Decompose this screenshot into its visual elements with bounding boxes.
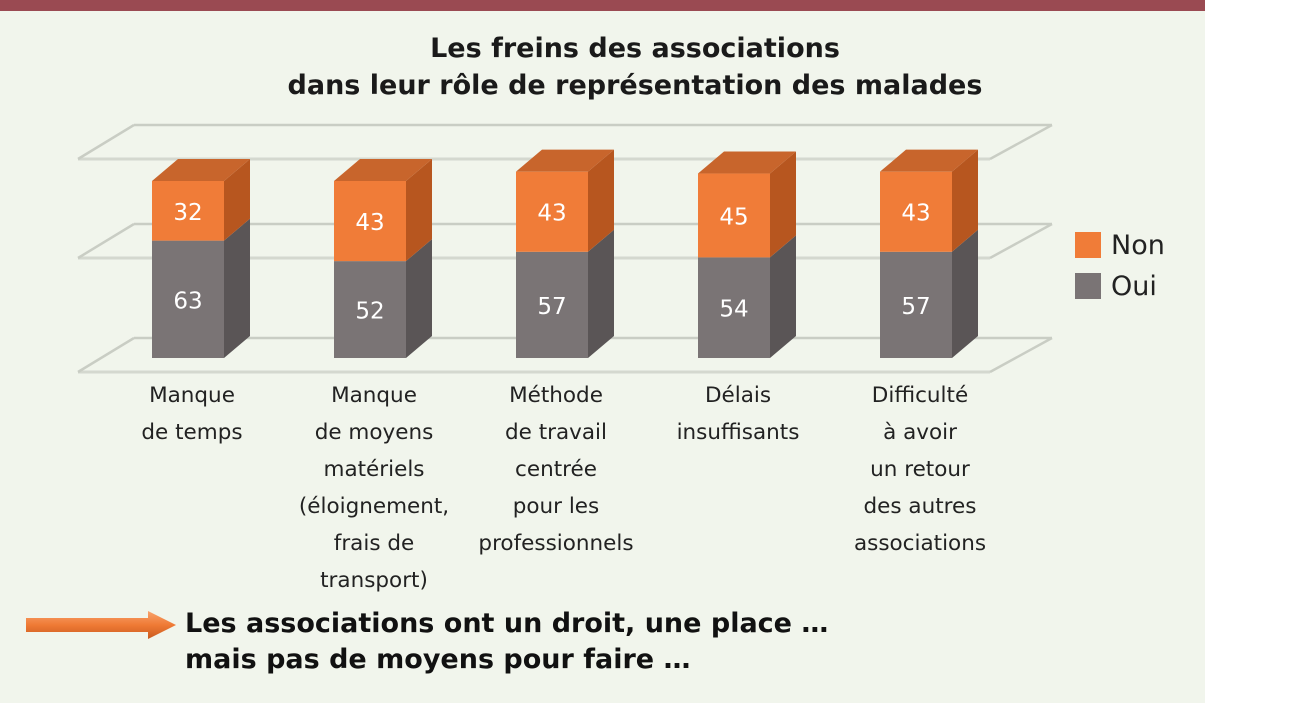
conclusion-line-2: mais pas de moyens pour faire … (185, 644, 691, 675)
data-label-non: 43 (901, 201, 930, 227)
bar-side-non (588, 149, 614, 252)
legend-label-oui: Oui (1111, 270, 1157, 302)
bar-side-non (770, 151, 796, 258)
header-bar (0, 0, 1205, 11)
data-label-non: 45 (719, 204, 748, 230)
category-label-line: un retour (870, 457, 970, 482)
category-label-line: Difficulté (871, 383, 969, 408)
bar-side-oui (952, 229, 978, 358)
category-label-line: pour les (512, 494, 600, 519)
legend-swatch-oui (1075, 273, 1101, 299)
category-label-line: matériels (323, 457, 425, 482)
grid-line-side (989, 123, 1053, 161)
bar-group: 57 43 (516, 149, 614, 358)
data-label-oui: 57 (537, 294, 566, 320)
category-label-line: Manque (149, 383, 235, 408)
bar-oui (152, 240, 224, 358)
conclusion-line-1: Les associations ont un droit, une place… (185, 608, 829, 639)
bar-group: 57 43 (880, 149, 978, 358)
bar-non (334, 181, 406, 262)
category-label-line: associations (853, 531, 987, 556)
bar-side-oui (588, 229, 614, 358)
category-label-line: de moyens (314, 420, 434, 445)
category-label-line: de travail (505, 420, 607, 445)
grid-line-side (77, 222, 135, 260)
grid-line-side (989, 222, 1053, 260)
category-label-line: frais de (333, 531, 415, 556)
category-label-line: Manque (331, 383, 417, 408)
category-label-line: Délais (704, 383, 772, 408)
bar-top-non (516, 149, 614, 172)
chart-title-line-2: dans leur rôle de représentation des mal… (287, 70, 983, 101)
bar-non (698, 173, 770, 258)
bar-non (152, 181, 224, 241)
bar-non (516, 171, 588, 252)
category-label-line: transport) (320, 568, 428, 593)
bars: 63 32 52 43 57 43 54 45 57 43 (152, 149, 978, 358)
conclusion-text: Les associations ont un droit, une place… (185, 606, 828, 678)
bar-oui (516, 251, 588, 358)
grid-line-side (77, 336, 135, 374)
category-label-line: de temps (141, 420, 243, 445)
bar-group: 52 43 (334, 159, 432, 358)
category-label: Délais insuffisants (638, 377, 838, 451)
bar-oui (698, 257, 770, 358)
data-label-non: 43 (537, 201, 566, 227)
chart-title-line-1: Les freins des associations (430, 33, 840, 64)
category-label-line: Méthode (509, 383, 603, 408)
bar-top-non (334, 159, 432, 181)
bar-side-non (406, 159, 432, 262)
legend-swatch-non (1075, 232, 1101, 258)
data-label-oui: 52 (355, 299, 384, 325)
bar-top-non (152, 159, 250, 181)
category-label-line: professionnels (478, 531, 634, 556)
data-label-non: 43 (355, 210, 384, 236)
category-label: Méthode de travail centrée pour les professi… (456, 377, 656, 562)
category-label-line: centrée (515, 457, 597, 482)
bar-side-oui (224, 218, 250, 358)
bar-oui (880, 251, 952, 358)
category-label: Manque de moyens matériels (éloignement, fra… (274, 377, 474, 599)
bar-side-oui (770, 235, 796, 358)
legend-label-non: Non (1111, 229, 1165, 261)
arrow-icon (26, 611, 176, 639)
bar-group: 54 45 (698, 151, 796, 358)
category-label: Difficulté à avoir un retour des autres asso… (820, 377, 1020, 562)
bar-oui (334, 261, 406, 358)
category-label-line: (éloignement, (298, 494, 450, 519)
data-label-oui: 63 (173, 288, 202, 314)
data-label-oui: 57 (901, 294, 930, 320)
category-label-line: des autres (863, 494, 977, 519)
bar-top-non (698, 151, 796, 174)
bar-non (880, 171, 952, 252)
bar-side-non (952, 149, 978, 252)
category-label-line: à avoir (883, 420, 957, 445)
bar-group: 63 32 (152, 159, 250, 358)
grid-line-side (77, 123, 135, 161)
legend-item-oui: Oui (1075, 270, 1157, 302)
category-label-line: insuffisants (676, 420, 800, 445)
grid-line-side (989, 336, 1053, 374)
bar-side-non (224, 159, 250, 241)
legend-item-non: Non (1075, 229, 1165, 261)
data-label-non: 32 (173, 200, 202, 226)
category-label: Manque de temps (92, 377, 292, 451)
bar-side-oui (406, 239, 432, 358)
data-label-oui: 54 (719, 297, 748, 323)
chart-title: Les freins des associations dans leur rô… (0, 30, 1270, 104)
bar-top-non (880, 149, 978, 172)
